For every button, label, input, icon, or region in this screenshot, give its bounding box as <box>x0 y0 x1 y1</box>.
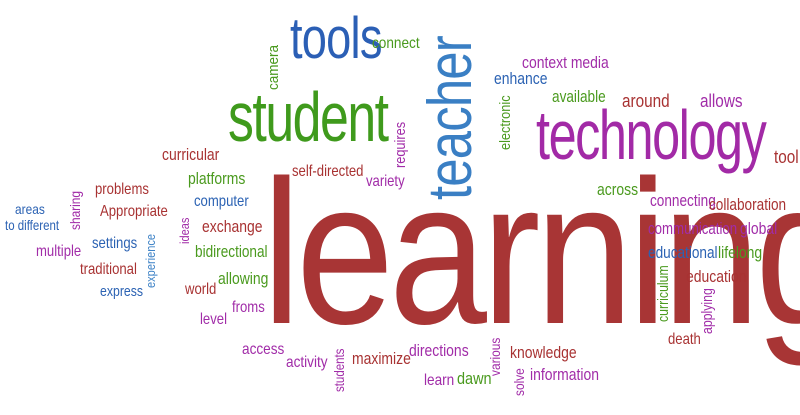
word-lifelong: lifelong <box>718 243 763 262</box>
word-across: across <box>597 180 639 199</box>
word-sharing: sharing <box>67 190 83 230</box>
word-teacher: teacher <box>416 36 485 201</box>
word-connecting: connecting <box>650 191 716 210</box>
word-educational: educational <box>648 243 718 262</box>
word-ideas: ideas <box>177 217 192 244</box>
word-camera: camera <box>265 44 282 90</box>
word-experience: experience <box>143 233 158 288</box>
word-tool: tool <box>774 147 799 167</box>
word-directions: directions <box>409 341 469 360</box>
word-problems: problems <box>95 181 149 198</box>
word-access: access <box>242 341 285 358</box>
word-level: level <box>200 311 227 328</box>
word-students: students <box>331 348 347 392</box>
word-applying: applying <box>699 288 716 334</box>
word-settings: settings <box>92 235 138 252</box>
word-learn: learn <box>424 372 455 389</box>
word-requires: requires <box>392 121 409 168</box>
word-appropriate: Appropriate <box>100 203 168 220</box>
word-traditional: traditional <box>80 261 137 278</box>
word-global: global <box>740 219 778 238</box>
word-communication: communication <box>648 219 738 238</box>
word-platforms: platforms <box>188 169 246 188</box>
word-tools: tools <box>290 6 382 71</box>
word-variety: variety <box>366 173 405 190</box>
word-areas: areas <box>15 201 45 217</box>
word-collaboration: collaboration <box>709 195 787 214</box>
word-self-directed: self-directed <box>292 163 364 180</box>
word-around: around <box>622 91 670 111</box>
word-world: world <box>185 281 217 298</box>
word-to-different: to different <box>5 217 60 233</box>
word-allows: allows <box>700 91 743 111</box>
word-computer: computer <box>194 193 249 210</box>
word-available: available <box>552 87 606 106</box>
word-technology: technology <box>536 96 767 174</box>
word-froms: froms <box>232 299 265 316</box>
word-solve: solve <box>511 368 527 396</box>
word-allowing: allowing <box>218 269 269 288</box>
word-curricular: curricular <box>162 145 220 164</box>
word-knowledge: knowledge <box>510 343 577 362</box>
word-maximize: maximize <box>352 349 411 368</box>
word-bidirectional: bidirectional <box>195 242 268 261</box>
word-multiple: multiple <box>36 243 82 260</box>
word-connect: connect <box>372 35 420 52</box>
word-curriculum: curriculum <box>655 265 672 322</box>
word-context-media: context media <box>522 53 609 72</box>
word-dawn: dawn <box>457 369 492 388</box>
word-education: education <box>686 267 747 286</box>
word-learning: learning <box>262 138 800 367</box>
word-exchange: exchange <box>202 217 263 236</box>
word-electronic: electronic <box>497 95 514 150</box>
word-student: student <box>228 78 389 156</box>
word-enhance: enhance <box>494 69 548 88</box>
word-death: death <box>668 331 701 348</box>
word-information: information <box>530 365 599 384</box>
word-express: express <box>100 283 144 300</box>
word-activity: activity <box>286 354 328 371</box>
